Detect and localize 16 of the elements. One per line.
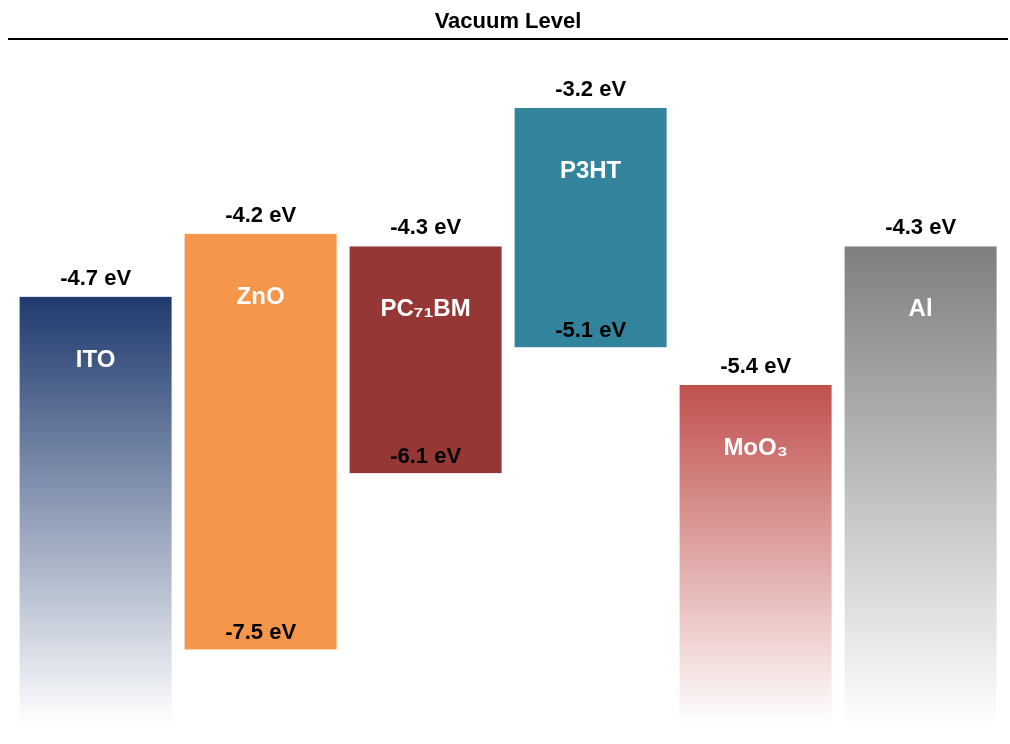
data-label: -5.4 eV	[720, 353, 792, 378]
category-label: Al	[908, 294, 933, 322]
data-label: -7.5 eV	[225, 619, 297, 645]
text: Vacuum Level	[8, 8, 1008, 40]
category-label: PC₇₁BM	[380, 294, 471, 322]
data-label: -4.3 eV	[885, 214, 957, 240]
data-label: -6.1 eV	[390, 443, 462, 469]
category-label: ITO	[75, 344, 116, 372]
category-label: P3HT	[559, 155, 622, 183]
category-label: MoO₃	[723, 433, 788, 460]
data-label: -4.7 eV	[60, 264, 132, 290]
data-label: -4.3 eV	[390, 214, 462, 240]
category-label: ZnO	[236, 281, 285, 309]
data-label: -3.2 eV	[555, 75, 627, 101]
data-label: -4.2 eV	[225, 201, 297, 227]
data-label: -5.1 eV	[555, 317, 627, 343]
